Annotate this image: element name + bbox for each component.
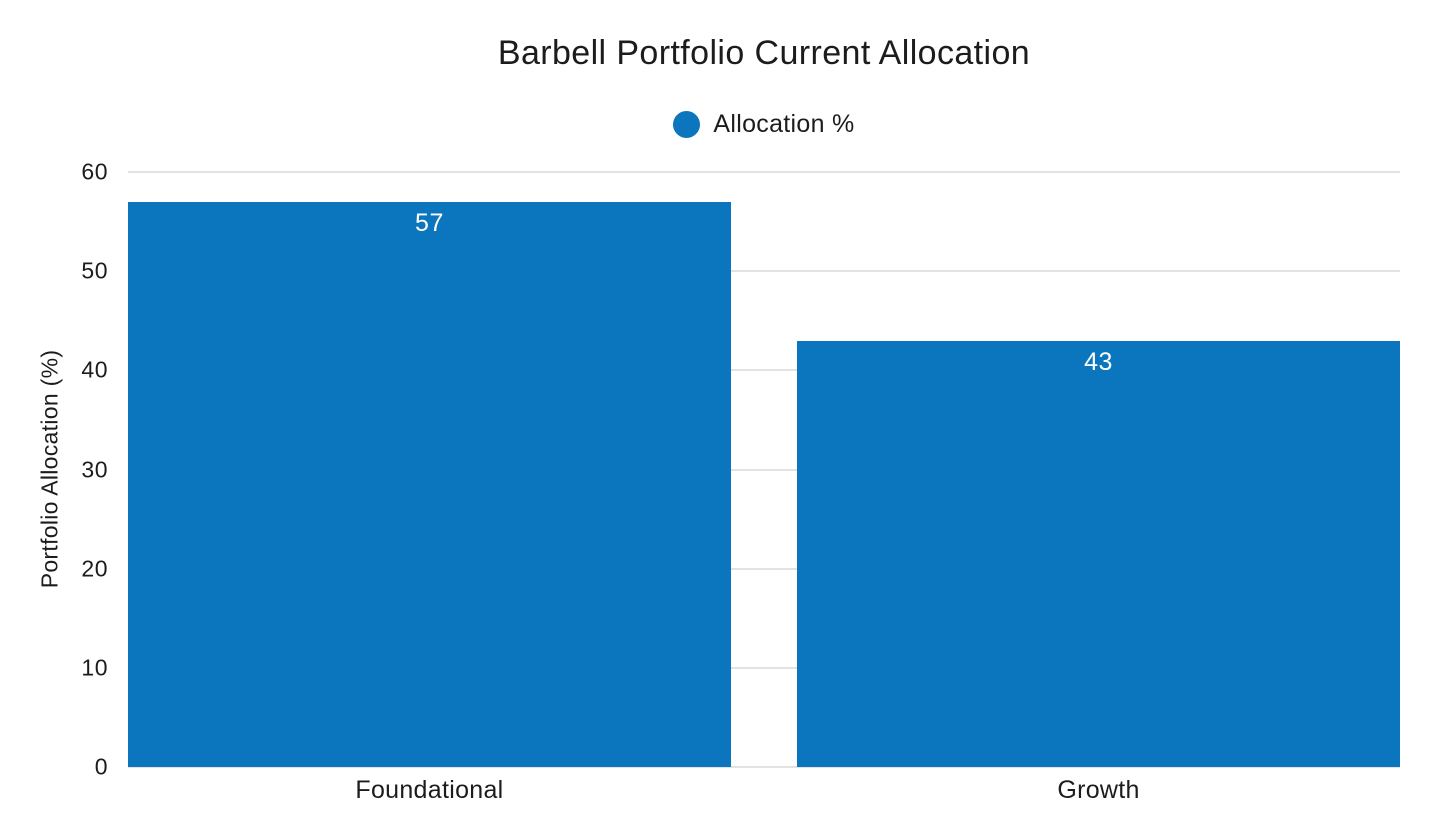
bar-value-label: 57 [415,208,444,237]
y-tick-label: 60 [81,158,108,185]
legend: Allocation % [128,110,1400,139]
y-tick-label: 20 [81,555,108,582]
legend-swatch-icon [673,111,701,138]
plot-area: 57 43 [128,171,1400,768]
x-axis-label: Growth [1057,776,1140,804]
bar-foundational: 57 [128,201,731,767]
x-axis-label: Foundational [355,776,504,804]
gridline [128,468,1400,471]
gridline [128,666,1400,669]
gridline [128,171,1400,173]
gridline [128,369,1400,372]
gridline [128,270,1400,273]
y-tick-label: 40 [81,356,108,383]
y-tick-label: 50 [81,257,108,284]
gridline [128,567,1400,570]
y-axis-ticks: 0 10 20 30 40 50 60 [0,160,108,778]
y-tick-label: 10 [81,654,108,681]
gridline [128,766,1400,768]
bar-value-label: 43 [1084,347,1113,376]
y-tick-label: 0 [94,753,108,780]
legend-label: Allocation % [713,110,855,138]
bar-growth: 43 [797,340,1400,767]
x-axis-labels: Foundational Growth [128,776,1400,808]
y-tick-label: 30 [81,456,108,482]
chart-title: Barbell Portfolio Current Allocation [497,34,1031,72]
